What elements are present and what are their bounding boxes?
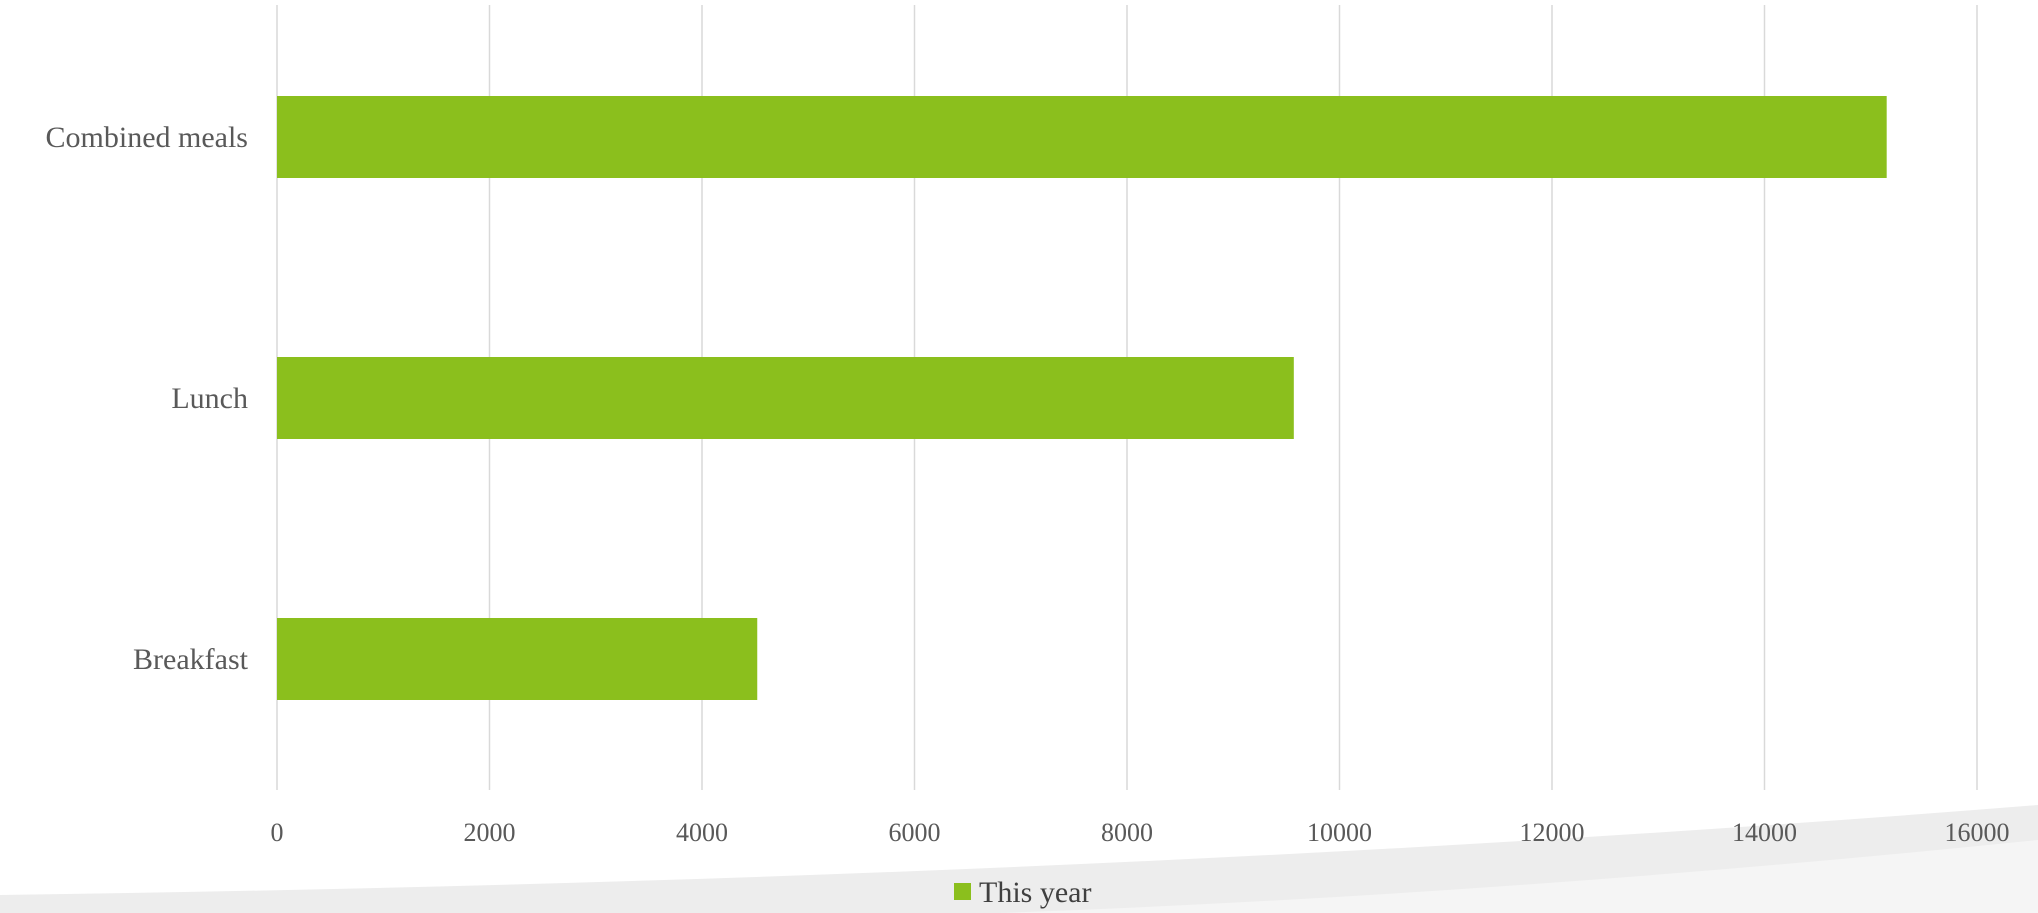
x-tick-label: 14000 [1732,818,1797,847]
x-tick-label: 6000 [889,818,941,847]
x-tick-label: 16000 [1945,818,2010,847]
category-label: Breakfast [133,643,249,676]
background-swoosh-highlight [1000,840,2038,913]
x-tick-label: 4000 [676,818,728,847]
x-tick-label: 12000 [1520,818,1585,847]
legend: This year [954,876,1091,909]
y-axis-category-labels: Combined meals Lunch Breakfast [46,121,249,676]
x-tick-label: 8000 [1101,818,1153,847]
x-axis-ticks: 0 2000 4000 6000 8000 10000 12000 14000 16000 [271,818,2010,847]
x-tick-label: 10000 [1307,818,1372,847]
legend-label-this-year: This year [979,876,1091,909]
bar-combined-meals [277,96,1887,178]
bars [277,96,1887,700]
x-tick-label: 2000 [464,818,516,847]
category-label: Combined meals [46,121,248,154]
x-tick-label: 0 [271,818,284,847]
bar-breakfast [277,618,758,700]
category-label: Lunch [171,382,248,415]
legend-swatch [954,883,971,900]
bar-lunch [277,357,1294,439]
